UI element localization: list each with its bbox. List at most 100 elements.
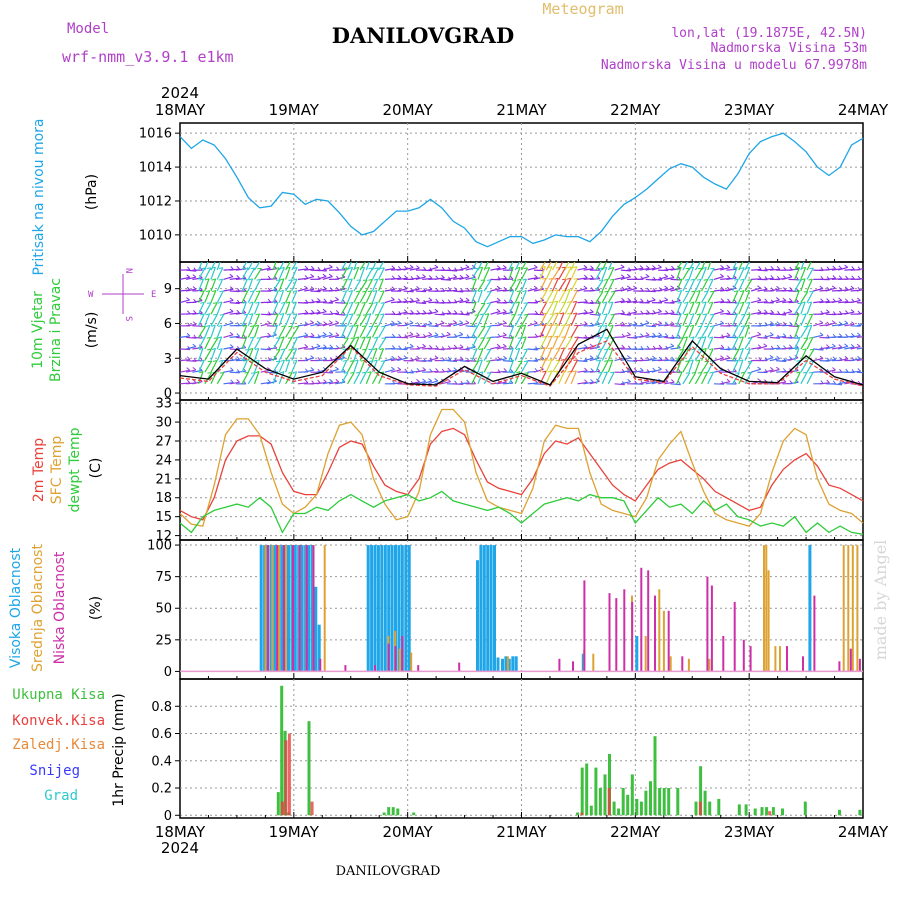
wind-barb	[744, 262, 750, 271]
wind-barb-flag	[213, 302, 218, 304]
wind-barb	[645, 299, 656, 304]
wind-barb	[856, 358, 863, 362]
wind-barb	[278, 325, 286, 338]
wind-barb	[707, 262, 712, 271]
cloud-bar-high	[259, 545, 263, 672]
cloud-bar-high	[482, 545, 486, 672]
wind-barb-flag	[273, 301, 279, 304]
wind-barb	[664, 359, 675, 362]
wind-barb	[384, 299, 395, 304]
wind-barb	[471, 290, 477, 303]
wind-barb-flag	[776, 344, 781, 349]
wind-barb-flag	[328, 331, 333, 336]
wind-barb-flag	[322, 331, 327, 336]
wind-speed-line	[179, 340, 864, 387]
cloud-bar-low	[733, 601, 736, 672]
wind-barb-flag	[740, 313, 746, 316]
wind-barb	[539, 266, 546, 280]
cloud-bar-high	[307, 545, 311, 672]
wind-barb-flag	[275, 337, 280, 339]
wind-barb	[595, 291, 604, 303]
wind-barb-flag	[567, 266, 572, 269]
wind-barb-flag	[547, 347, 553, 350]
wind-barb-flag	[322, 273, 327, 277]
wind-barb-flag	[200, 290, 205, 293]
wind-barb	[514, 337, 523, 350]
series-line	[179, 132, 864, 248]
wind-barb	[676, 359, 682, 373]
wind-barb-flag	[770, 265, 774, 270]
wind-barb	[782, 289, 793, 292]
wind-barb-flag	[850, 309, 855, 313]
wind-barb	[483, 313, 490, 327]
wind-barb	[278, 359, 285, 373]
wind-barb-flag	[292, 278, 298, 281]
wind-barb-flag	[342, 333, 346, 338]
wind-barb-flag	[533, 285, 538, 289]
precip-legend-item: Snijeg	[29, 763, 80, 779]
wind-barb-flag	[758, 275, 762, 280]
precip-bar-total	[703, 790, 707, 816]
precip-bar-total	[644, 790, 648, 816]
wind-barb	[819, 360, 830, 362]
wind-barb	[744, 337, 753, 350]
wind-barb	[310, 290, 321, 293]
wind-barb	[738, 290, 745, 303]
wind-barb	[186, 288, 197, 292]
wind-barb	[720, 312, 731, 315]
wind-barb-flag	[434, 378, 439, 382]
precip-bar-convective	[284, 740, 288, 816]
wind-barb-flag	[517, 313, 522, 316]
wind-barb-flag	[509, 359, 514, 362]
wind-barb	[850, 345, 861, 350]
date-label: 20MAY	[383, 101, 434, 119]
wind-barb-flag	[217, 336, 222, 339]
wind-barb	[409, 334, 420, 338]
precip-bar-total	[621, 788, 625, 816]
wind-barb-flag	[509, 336, 514, 339]
wind-barb-flag	[789, 287, 793, 291]
wind-barb	[607, 359, 614, 373]
wind-barb-flag	[249, 336, 254, 339]
wind-barb-flag	[609, 324, 614, 327]
wind-barb-flag	[609, 278, 615, 281]
wind-barb	[266, 278, 277, 280]
wind-barb	[577, 312, 588, 315]
wind-barb-flag	[453, 344, 458, 349]
wind-barb	[322, 371, 333, 374]
wind-barb-flag	[219, 372, 224, 374]
wind-barb	[564, 312, 572, 327]
wind-barb-flag	[409, 343, 414, 348]
wind-barb-flag	[348, 313, 354, 316]
wind-barb	[701, 267, 707, 280]
wind-barb	[471, 348, 478, 361]
wind-barb-flag	[573, 289, 578, 292]
wind-barb-flag	[627, 367, 632, 371]
wind-barb	[701, 291, 709, 303]
wind-barb	[471, 262, 478, 271]
wind-barb	[856, 288, 863, 292]
wind-barb	[707, 325, 715, 338]
wind-barb	[272, 262, 277, 271]
wind-barb	[278, 262, 285, 271]
wind-barb	[235, 268, 246, 271]
date-label: 23MAY	[724, 823, 775, 841]
wind-barb-flag	[851, 275, 855, 280]
wind-barb	[446, 322, 457, 327]
wind-barb	[520, 290, 527, 303]
cloud-bar-high	[317, 624, 321, 672]
wind-barb-flag	[776, 285, 780, 290]
wind-barb	[496, 381, 507, 385]
precip-bar-total	[662, 788, 666, 816]
wind-barb	[440, 333, 451, 338]
wind-barb	[533, 269, 544, 272]
wind-barb-flag	[626, 331, 631, 336]
wind-barb-flag	[496, 297, 501, 302]
wind-barb-flag	[275, 349, 281, 351]
wind-barb	[229, 381, 240, 385]
wind-barb	[514, 279, 522, 292]
wind-barb	[676, 290, 683, 303]
wind-barb	[204, 290, 211, 303]
wind-barb	[365, 302, 374, 315]
